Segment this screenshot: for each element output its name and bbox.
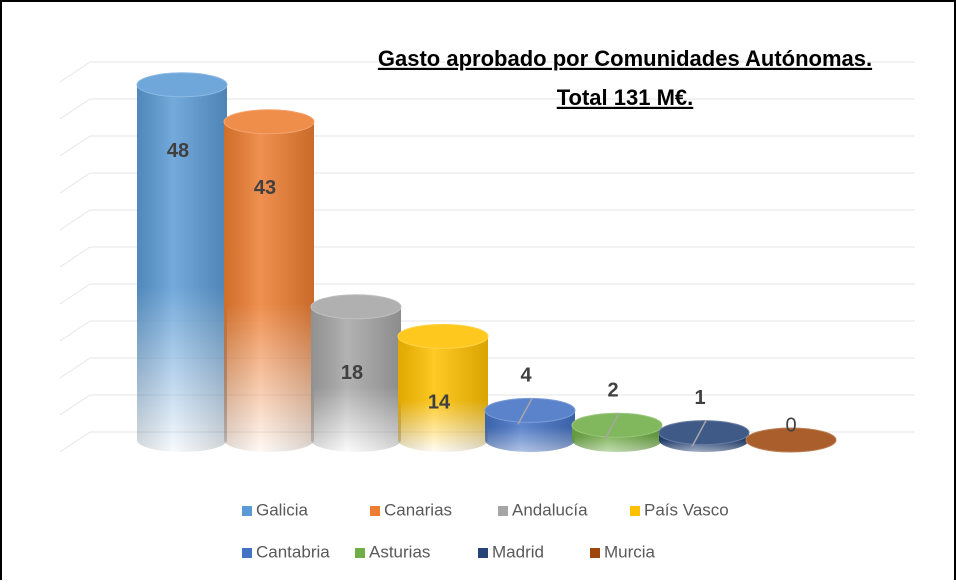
legend-label: Madrid	[492, 542, 544, 561]
leader-line	[517, 398, 533, 425]
data-label: 48	[167, 140, 189, 162]
leader-line	[604, 412, 620, 440]
data-label: 18	[341, 362, 363, 384]
legend-label: País Vasco	[644, 500, 729, 519]
bar-top	[310, 294, 402, 320]
bar-top	[745, 427, 837, 453]
data-label: 43	[254, 177, 276, 199]
data-label: 1	[694, 387, 705, 409]
legend-label: Cantabria	[256, 542, 330, 561]
grid-line	[59, 98, 915, 120]
grid-line	[59, 394, 915, 416]
grid-line	[59, 320, 915, 342]
data-label: 2	[607, 379, 618, 401]
grid-line	[59, 283, 915, 305]
bar-top	[223, 109, 315, 135]
legend-label: Galicia	[256, 500, 309, 519]
bar-shade	[659, 432, 749, 452]
bar-shade	[572, 425, 662, 452]
legend-label: Andalucía	[512, 500, 588, 519]
chart-title: Gasto aprobado por Comunidades Autónomas…	[378, 46, 872, 71]
bar-top	[571, 412, 663, 438]
grid-line	[59, 357, 915, 379]
grid-line	[59, 61, 915, 83]
leader-line	[691, 420, 707, 447]
bar-shade	[137, 84, 227, 453]
bar-shade	[224, 121, 314, 453]
legend-swatch	[355, 548, 365, 558]
legend-swatch	[242, 548, 252, 558]
grid-line	[59, 135, 915, 157]
bar-top	[397, 323, 489, 349]
legend-swatch	[498, 506, 508, 516]
legend-label: Murcia	[604, 542, 656, 561]
grid-line	[59, 246, 915, 268]
grid-line	[59, 209, 915, 231]
legend-swatch	[370, 506, 380, 516]
legend-swatch	[478, 548, 488, 558]
legend-label: Asturias	[369, 542, 430, 561]
bar-shade	[311, 306, 401, 452]
chart-title: Total 131 M€.	[557, 85, 694, 110]
bar-top	[658, 420, 750, 446]
bar-shade	[398, 336, 488, 452]
legend-swatch	[242, 506, 252, 516]
data-label: 14	[428, 392, 451, 414]
legend-label: Canarias	[384, 500, 452, 519]
grid-line	[59, 172, 915, 194]
data-label: 4	[520, 365, 532, 387]
bar-top	[136, 72, 228, 98]
legend-swatch	[590, 548, 600, 558]
bar-top	[484, 397, 576, 423]
data-label: 0	[785, 414, 796, 436]
legend-swatch	[630, 506, 640, 516]
